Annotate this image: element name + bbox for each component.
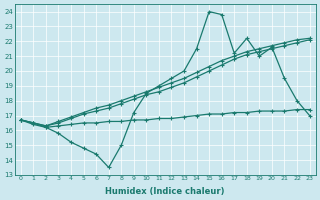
X-axis label: Humidex (Indice chaleur): Humidex (Indice chaleur): [106, 187, 225, 196]
